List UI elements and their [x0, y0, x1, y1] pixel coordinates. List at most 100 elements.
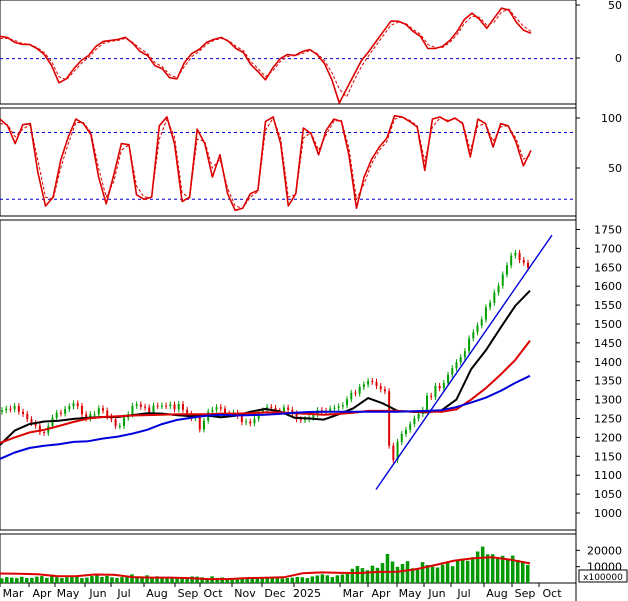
candle-body	[43, 432, 46, 434]
candle-body	[68, 406, 71, 410]
volume-bar	[60, 577, 64, 583]
candle-body	[97, 408, 100, 415]
candle-body	[173, 404, 176, 410]
y-tick-label: 50	[608, 0, 622, 12]
volume-bar	[515, 559, 520, 583]
y-tick-label: 1700	[594, 242, 622, 255]
volume-bar	[220, 577, 224, 583]
x-tick-label: Nov	[234, 587, 256, 600]
volume-bar	[510, 555, 515, 583]
y-tick-label: 1650	[594, 261, 622, 274]
candle-body	[463, 351, 466, 358]
volume-bar	[195, 576, 199, 583]
candle-body	[245, 421, 248, 423]
y-tick-label: 1450	[594, 337, 622, 350]
candle-body	[358, 387, 361, 394]
candle-body	[202, 420, 205, 430]
volume-bar	[45, 577, 49, 583]
candle-body	[152, 405, 155, 413]
x-tick-label: Jun	[88, 587, 106, 600]
y-tick-label: 1250	[594, 412, 622, 425]
candle-body	[17, 406, 20, 412]
candle-body	[333, 407, 336, 409]
candle-body	[93, 414, 96, 416]
volume-bar	[230, 578, 234, 583]
candle-body	[181, 404, 184, 410]
volume-bar	[150, 577, 154, 583]
volume-bar	[125, 575, 129, 583]
volume-bar	[345, 574, 350, 583]
y-tick-label: 1350	[594, 375, 622, 388]
y-tick-label: 1000	[594, 507, 622, 520]
candle-body	[514, 252, 517, 256]
candle-body	[148, 407, 151, 413]
x-tick-label: May	[57, 587, 80, 600]
volume-bar	[325, 575, 330, 583]
candle-body	[144, 406, 147, 408]
candle-body	[388, 391, 391, 446]
candle-body	[505, 265, 508, 275]
volume-bar	[420, 562, 425, 583]
candle-body	[413, 418, 416, 425]
y-tick-label: 1550	[594, 299, 622, 312]
candle-body	[367, 381, 370, 385]
x-tick-label: Mar	[3, 587, 24, 600]
volume-bar	[290, 577, 295, 583]
volume-bar	[375, 567, 380, 583]
volume-bar	[520, 561, 525, 583]
candle-body	[468, 338, 471, 352]
candle-body	[13, 406, 16, 410]
volume-bar	[355, 566, 360, 583]
y-tick-label: 1300	[594, 394, 622, 407]
candle-body	[80, 406, 83, 415]
volume-unit-label: x100000	[583, 573, 623, 583]
candle-body	[337, 406, 340, 408]
y-tick-label: 50	[608, 162, 622, 175]
candle-body	[350, 392, 353, 400]
candle-body	[72, 403, 75, 407]
volume-bar	[440, 564, 445, 583]
x-tick-label: Sep	[178, 587, 199, 600]
y-tick-label: 1200	[594, 431, 622, 444]
x-tick-label: Dec	[264, 587, 285, 600]
volume-bar	[185, 578, 189, 583]
candle-body	[165, 405, 168, 407]
volume-bar	[5, 577, 9, 583]
volume-bar	[10, 577, 14, 583]
volume-bar	[490, 554, 495, 583]
volume-bar	[15, 578, 19, 583]
candle-body	[497, 285, 500, 293]
candle-body	[320, 410, 323, 412]
volume-bar	[245, 578, 249, 583]
volume-bar	[435, 567, 440, 583]
candle-body	[177, 404, 180, 410]
volume-bar	[265, 577, 270, 583]
x-tick-label: Sep	[515, 587, 536, 600]
candle-body	[396, 441, 399, 461]
volume-bar	[225, 578, 229, 583]
volume-bar	[120, 577, 124, 583]
volume-bar	[305, 578, 310, 583]
volume-bar	[20, 576, 24, 583]
volume-bar	[395, 566, 400, 583]
candle-body	[30, 419, 33, 424]
candle-body	[329, 408, 332, 412]
y-tick-label: 1500	[594, 318, 622, 331]
volume-bar	[65, 577, 69, 583]
candle-body	[274, 407, 277, 411]
candle-body	[1, 410, 3, 412]
volume-bar	[75, 576, 79, 583]
candle-body	[312, 414, 315, 418]
y-tick-label: 20000	[587, 544, 622, 557]
volume-bar	[25, 577, 29, 583]
candle-body	[5, 408, 8, 411]
volume-bar	[310, 576, 315, 583]
candle-body	[131, 406, 134, 415]
x-tick-label: 2025	[293, 587, 321, 600]
candle-body	[64, 409, 67, 414]
candle-body	[211, 409, 214, 412]
volume-unit-box	[578, 569, 628, 583]
series-line-top-oscillator-1	[0, 8, 532, 98]
candle-body	[76, 403, 79, 406]
